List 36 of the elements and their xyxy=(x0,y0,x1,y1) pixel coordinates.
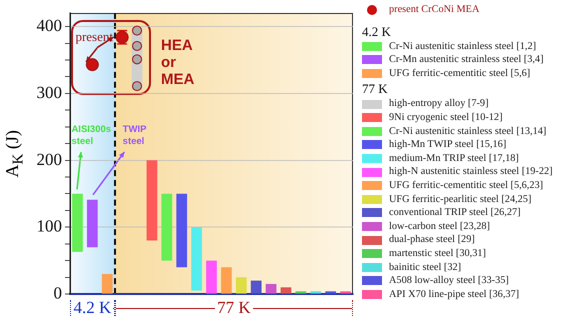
legend-label: A508 low-alloy steel [33-35] xyxy=(389,274,509,288)
legend-label: low-carbon steel [23,28] xyxy=(389,220,490,234)
y-tick-label: 300 xyxy=(36,82,62,102)
legend-label: UFG ferritic-cementitic steel [5,6,23] xyxy=(389,178,544,193)
legend-label: present CrCoNi MEA xyxy=(389,3,480,17)
point xyxy=(132,81,142,92)
y-tick-label: 200 xyxy=(36,150,62,169)
legend-label: Cr-Mn austenitic strainless steel [3,4] xyxy=(389,53,544,67)
legend-label: medium-Mn TRIP steel [17,18] xyxy=(389,152,519,166)
y-tick-label: 0 xyxy=(54,283,62,302)
legend-label: high-entropy alloy [7-9] xyxy=(389,97,489,111)
text: 77 K xyxy=(215,298,253,317)
legend-label: UFG ferritic-pearlitic steel [24,25] xyxy=(389,192,532,206)
legend-label: high-Mn TWIP steel [15,16] xyxy=(389,138,506,152)
text: 4.2 K xyxy=(362,24,391,39)
text: 4.2 K xyxy=(71,298,114,317)
legend-label: high-N austenitic stainless steel [19-22] xyxy=(389,165,553,179)
annotation: AISI300s steel xyxy=(71,124,112,148)
legend-label: UFG ferritic-cementitic steel [5,6] xyxy=(389,66,530,80)
y-tick-label: 400 xyxy=(36,16,62,36)
text: 77 K xyxy=(362,81,388,96)
legend-label: Cr-Ni austenitic stainless steel [13,14] xyxy=(389,124,546,138)
annotation: HEA or MEA xyxy=(161,36,196,88)
legend-label: API X70 line-pipe steel [36,37] xyxy=(389,288,520,302)
legend-label: martenstic steel [30,31] xyxy=(389,246,486,260)
legend-label: 9Ni cryogenic steel [10-12] xyxy=(389,110,503,125)
legend-label: conventional TRIP steel [26,27] xyxy=(389,206,521,220)
point xyxy=(132,40,142,51)
point xyxy=(132,54,142,64)
legend-label: Cr-Ni austenitic stainless steel [1,2] xyxy=(389,40,536,54)
legend-label: dual-phase steel [29] xyxy=(389,233,475,247)
point xyxy=(132,26,142,36)
legend-label: bainitic steel [32] xyxy=(389,260,462,274)
point xyxy=(86,58,99,72)
y-tick-label: 100 xyxy=(36,216,62,236)
annotation: TWIP steel xyxy=(122,124,148,148)
